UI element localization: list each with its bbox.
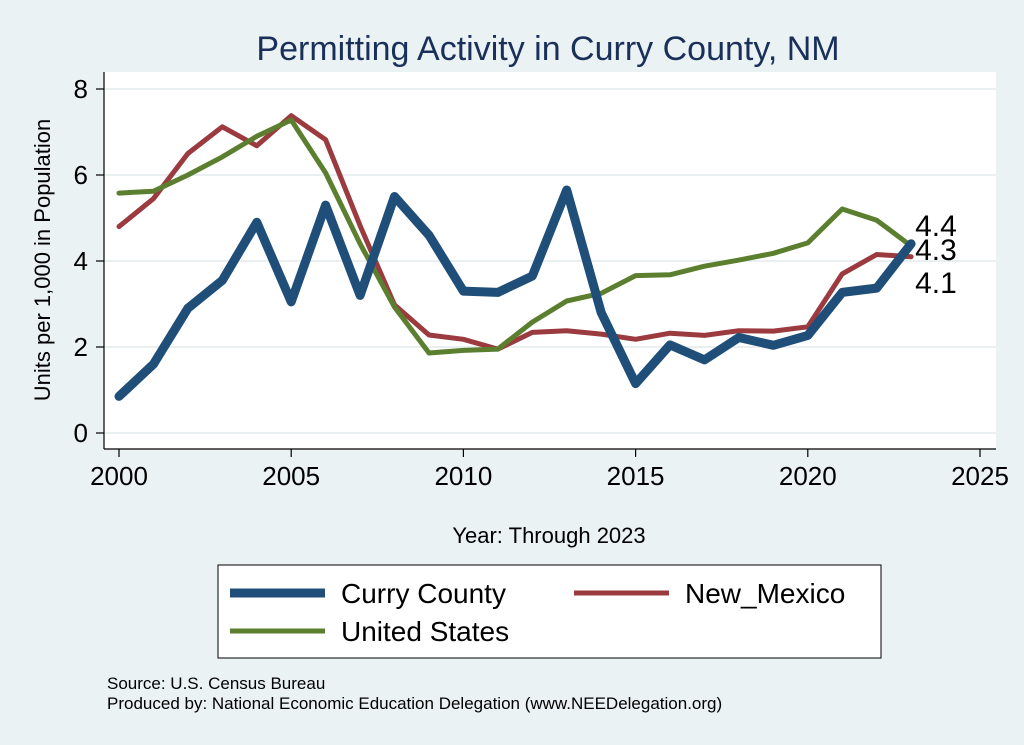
- end-label: 4.3: [915, 234, 957, 267]
- legend-items: Curry County New_Mexico United States: [230, 578, 845, 647]
- end-label: 4.1: [915, 267, 957, 300]
- producer-note: Produced by: National Economic Education…: [107, 694, 722, 713]
- y-tick-label: 4: [74, 246, 88, 276]
- x-tick-label: 2000: [90, 461, 148, 491]
- series-line-united-states: [116, 117, 914, 356]
- legend-label: United States: [341, 616, 509, 647]
- end-labels: 4.44.34.1: [915, 210, 957, 300]
- y-tick-label: 2: [74, 332, 88, 362]
- x-tick-label: 2015: [607, 461, 665, 491]
- legend: [217, 564, 882, 659]
- x-tick-label: 2010: [434, 461, 492, 491]
- y-axis-title: Units per 1,000 in Population: [30, 119, 55, 402]
- chart-title: Permitting Activity in Curry County, NM: [256, 30, 839, 68]
- y-tick-label: 8: [74, 74, 88, 104]
- x-axis-ticks: 2000 2005 2010 2015 2020 2025: [90, 449, 1009, 491]
- end-label: 4.4: [915, 210, 957, 243]
- y-tick-label: 0: [74, 418, 88, 448]
- y-axis-ticks: 0 2 4 6 8: [74, 74, 104, 448]
- source-note: Source: U.S. Census Bureau: [107, 674, 325, 693]
- legend-label: Curry County: [341, 578, 506, 609]
- series-group: [114, 113, 916, 401]
- grid: [104, 88, 996, 434]
- x-tick-label: 2025: [951, 461, 1009, 491]
- legend-label: New_Mexico: [685, 578, 845, 609]
- y-tick-label: 6: [74, 160, 88, 190]
- x-tick-label: 2020: [779, 461, 837, 491]
- series-line-curry-county: [114, 185, 916, 401]
- x-tick-label: 2005: [262, 461, 320, 491]
- x-axis-title: Year: Through 2023: [452, 523, 645, 548]
